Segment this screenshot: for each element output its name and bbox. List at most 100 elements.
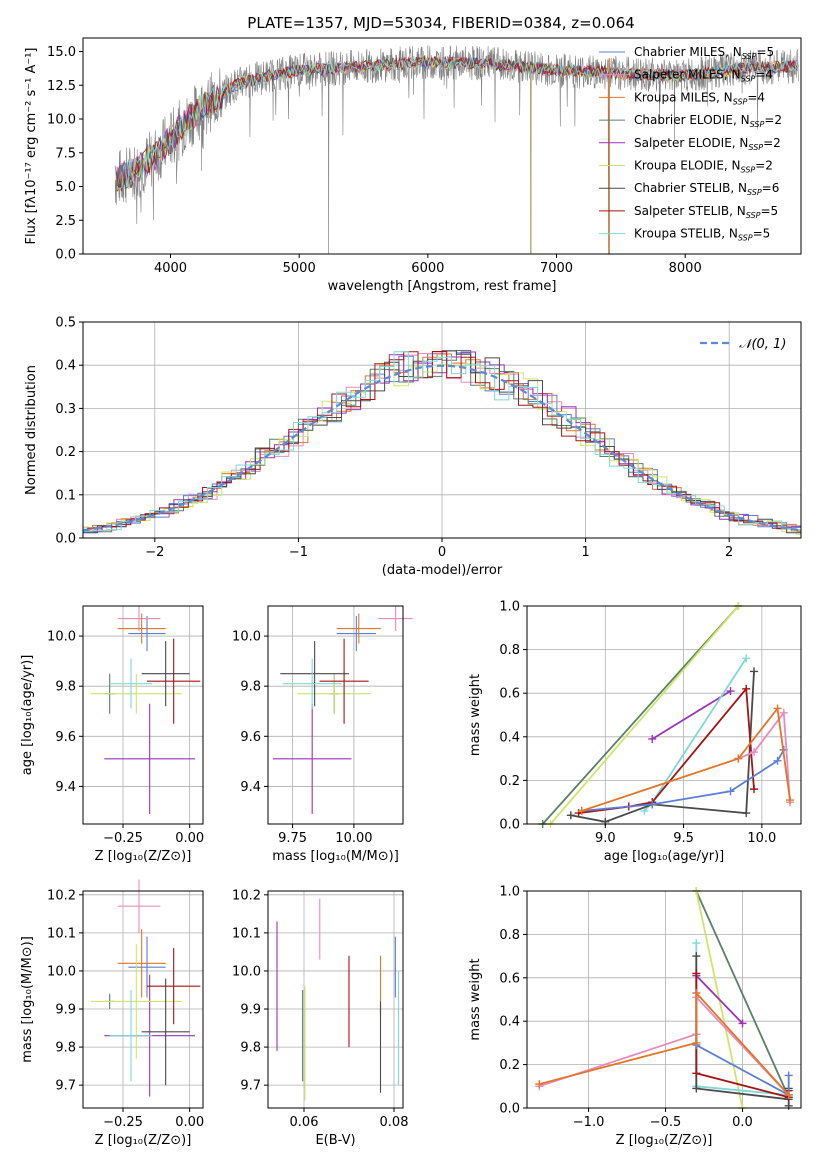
legend-suffix: =6 [762, 181, 780, 195]
y-tick-label: 10.2 [47, 888, 76, 903]
weight-marker [648, 734, 657, 743]
weight-marker [784, 1101, 793, 1110]
axes-frame [267, 890, 404, 1109]
y-axis-label: Flux [fλ10⁻¹⁷ erg cm⁻² s⁻¹ A⁻¹] [24, 48, 39, 245]
legend-entry: Kroupa MILES, NSSP=4 [634, 90, 765, 106]
weight-marker [786, 796, 795, 805]
x-axis-label: Z [log₁₀(Z/Z⊙)] [616, 1133, 713, 1148]
legend-subscript: SSP [750, 120, 765, 129]
y-tick-label: 1.0 [499, 600, 520, 615]
legend-suffix: =4 [747, 90, 765, 104]
age-z-panel: −0.25 0.00 9.4 9.6 9.8 10.0 Z [log₁₀(Z/Z⊙)] age… [20, 605, 204, 864]
weight-line-kroupa-elodie [549, 605, 740, 825]
figure-title: PLATE=1357, MJD=53034, FIBERID=0384, z=0… [247, 14, 634, 32]
weight-age-panel: 9.0 9.5 10.0 0.0 0.2 0.4 0.6 0.8 1.0 age [log₁₀(a… [468, 600, 802, 864]
errorbar-chabrier-miles [336, 616, 376, 652]
legend-suffix: =4 [755, 68, 773, 82]
y-tick-label: 9.4 [55, 780, 76, 795]
weight-marker [742, 684, 751, 693]
weight-marker [692, 1038, 701, 1047]
errorbar-chabrier-miles [128, 936, 166, 998]
x-axis-label: Z [log₁₀(Z/Z⊙)] [95, 1133, 192, 1148]
weight-marker [577, 806, 586, 815]
x-axis-label: Z [log₁₀(Z/Z⊙)] [95, 849, 192, 864]
x-tick-label: 9.5 [673, 831, 694, 846]
x-tick-label: −0.25 [103, 1115, 143, 1130]
y-tick-label: 9.8 [240, 680, 261, 695]
weight-line-salpeter-elodie [695, 974, 744, 1025]
legend-suffix: =2 [764, 113, 782, 127]
x-tick-label: 6000 [411, 261, 444, 276]
mass-z-panel: −0.25 0.00 9.7 9.8 9.9 10.0 10.1 10.2 Z [log₁₀(Z… [20, 879, 204, 1148]
y-tick-label: 0.4 [499, 730, 520, 745]
y-tick-label: 10.0 [232, 630, 261, 645]
errorbar-kroupa-stelib [109, 989, 153, 1082]
weight-line-chabrier-elodie [542, 605, 740, 825]
histogram-steps-salpeter-miles [83, 352, 801, 532]
legend-subscript: SSP [738, 234, 753, 243]
y-tick-label: 0.0 [499, 1102, 520, 1117]
y-tick-label: 9.8 [55, 1041, 76, 1056]
errorbar-chabrier-stelib [141, 641, 190, 707]
weight-line-salpeter-miles [738, 710, 791, 803]
histogram-steps-salpeter-elodie [83, 351, 801, 533]
weight-marker [692, 939, 701, 948]
legend-entry: Kroupa STELIB, NSSP=5 [634, 227, 770, 243]
legend-suffix: =2 [755, 159, 773, 173]
spectrum-model-kroupa-stelib [116, 56, 799, 190]
axes-frame [526, 605, 802, 825]
errorbar-salpeter-elodie [104, 703, 195, 814]
errorbar-kroupa-stelib [109, 658, 153, 709]
legend-text: Chabrier STELIB, N [634, 181, 747, 195]
weight-marker [726, 687, 735, 696]
legend-text: Salpeter ELODIE, N [634, 136, 748, 150]
y-tick-label: 10.1 [47, 926, 76, 941]
y-tick-label: 10.0 [232, 964, 261, 979]
errorbar-kroupa-miles [117, 613, 166, 644]
x-axis-label: (data-model)/error [382, 563, 503, 578]
errorbar-kroupa-elodie [297, 673, 372, 714]
y-tick-label: 9.7 [55, 1079, 76, 1094]
x-tick-label: 8000 [669, 261, 702, 276]
legend-suffix: =2 [763, 136, 781, 150]
legend-text: Chabrier MILES, N [634, 45, 742, 59]
axes-frame [82, 890, 204, 1109]
y-tick-label: 10.0 [47, 964, 76, 979]
plot-layer: 4000 5000 6000 7000 80000.02.55.07.510.012.5… [20, 37, 802, 1148]
y-tick-label: 9.4 [240, 780, 261, 795]
y-axis-label: mass [log₁₀(M/M⊙)] [20, 936, 35, 1063]
histogram-steps-kroupa-elodie [83, 363, 801, 535]
errorbar-kroupa-miles [117, 929, 166, 998]
y-tick-label: 5.0 [55, 180, 76, 195]
weight-marker [784, 1090, 793, 1099]
errorbar-salpeter-miles [378, 606, 413, 632]
y-tick-label: 0.6 [499, 687, 520, 702]
legend-entry: Salpeter ELODIE, NSSP=2 [634, 136, 781, 152]
legend-text: Kroupa STELIB, N [634, 227, 738, 241]
weight-marker [692, 969, 701, 978]
legend-text: Salpeter MILES, N [634, 68, 741, 82]
legend-subscript: SSP [742, 52, 757, 61]
x-tick-label: 2 [725, 545, 733, 560]
weight-marker [566, 811, 575, 820]
weight-line-salpeter-elodie [651, 690, 731, 740]
x-tick-label: 1 [581, 545, 589, 560]
y-tick-label: 9.6 [240, 730, 261, 745]
errorbar-kroupa-elodie [91, 944, 182, 1059]
x-tick-label: 4000 [154, 261, 187, 276]
legend-entry: 𝒩(0, 1) [739, 337, 786, 352]
y-tick-label: 2.5 [55, 214, 76, 229]
x-tick-label: −0.25 [103, 831, 143, 846]
legend-entry: Salpeter MILES, NSSP=4 [634, 68, 773, 84]
errorbar-salpeter-stelib [319, 638, 369, 724]
y-axis-label: mass weight [468, 958, 483, 1040]
y-tick-label: 0.0 [499, 818, 520, 833]
y-tick-label: 9.8 [240, 1041, 261, 1056]
weight-z-panel: −1.0 −0.5 0.0 0.0 0.2 0.4 0.6 0.8 1.0 Z [log₁₀(Z/… [468, 885, 802, 1148]
x-tick-label: 0.08 [380, 1115, 409, 1130]
x-tick-label: −2 [145, 545, 164, 560]
weight-marker [742, 654, 751, 663]
y-tick-label: 9.9 [240, 1003, 261, 1018]
y-tick-label: 10.2 [232, 888, 261, 903]
spectrum-panel: 4000 5000 6000 7000 8000 0.0 2.5 5.0 7.5 10.0 12.5… [24, 37, 802, 294]
